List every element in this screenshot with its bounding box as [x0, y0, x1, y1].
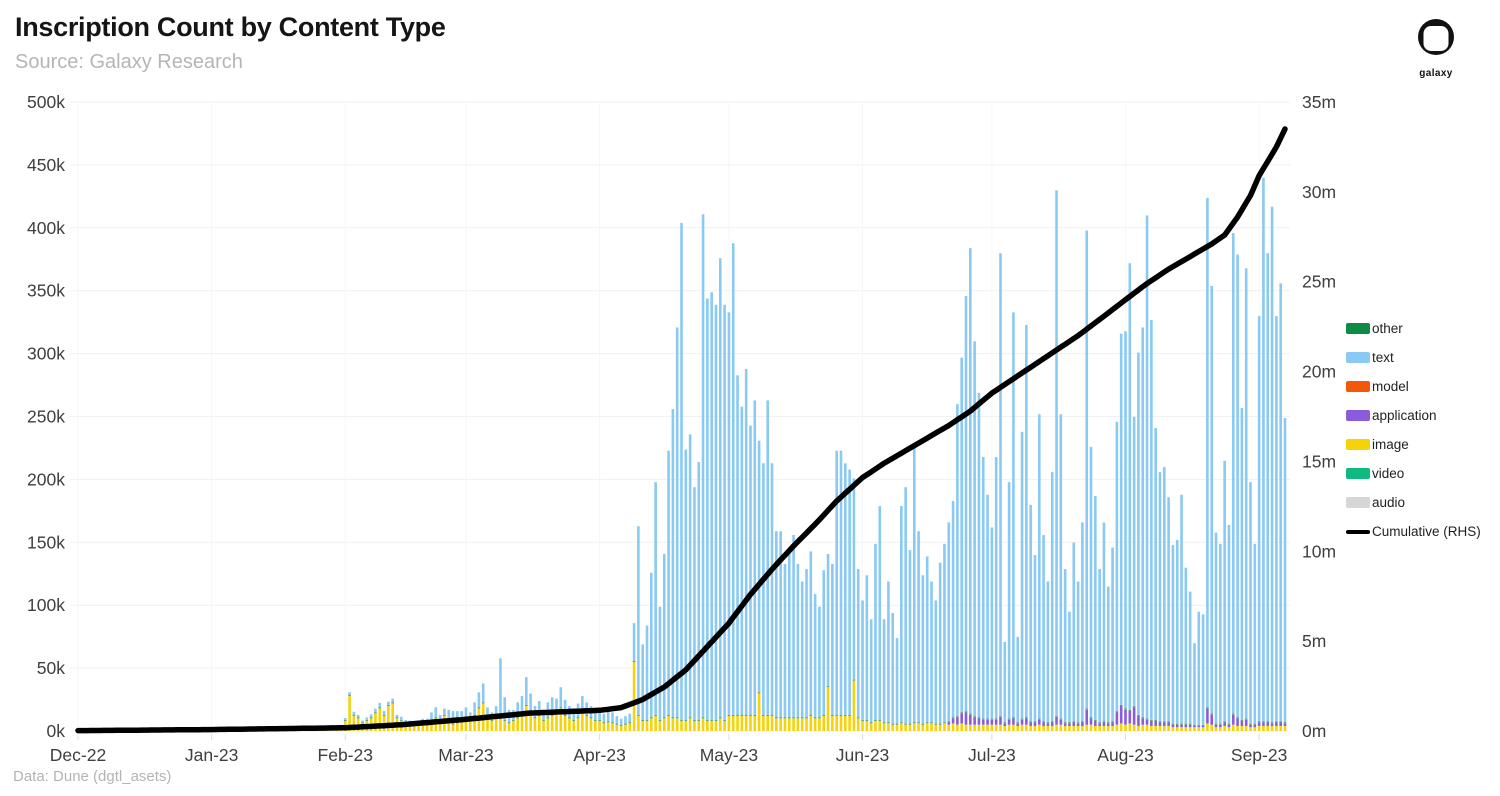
galaxy-logo-icon — [1413, 19, 1459, 64]
legend-item-video: video — [1346, 459, 1481, 488]
galaxy-logo: galaxy — [1410, 16, 1462, 79]
svg-text:450k: 450k — [27, 155, 65, 175]
legend-item-other: other — [1346, 314, 1481, 343]
audio-swatch-icon — [1346, 497, 1370, 508]
svg-text:20m: 20m — [1302, 362, 1336, 382]
chart-legend: other text model application image video audio… — [1346, 314, 1481, 546]
chart-subtitle: Source: Galaxy Research — [15, 51, 243, 73]
svg-text:35m: 35m — [1302, 92, 1336, 112]
legend-label: image — [1372, 437, 1409, 452]
legend-label: application — [1372, 408, 1437, 423]
svg-text:Feb-23: Feb-23 — [318, 745, 373, 765]
svg-text:Jul-23: Jul-23 — [968, 745, 1016, 765]
image-swatch-icon — [1346, 439, 1370, 450]
data-source-note: Data: Dune (dgtl_asets) — [13, 768, 172, 785]
svg-text:150k: 150k — [27, 532, 65, 552]
svg-text:250k: 250k — [27, 407, 65, 427]
application-swatch-icon — [1346, 410, 1370, 421]
svg-text:Aug-23: Aug-23 — [1097, 745, 1153, 765]
legend-label: model — [1372, 379, 1409, 394]
svg-text:Sep-23: Sep-23 — [1231, 745, 1287, 765]
legend-label: audio — [1372, 495, 1406, 510]
svg-text:15m: 15m — [1302, 451, 1336, 471]
svg-text:50k: 50k — [37, 658, 65, 678]
other-swatch-icon — [1346, 323, 1370, 334]
svg-text:Mar-23: Mar-23 — [438, 745, 493, 765]
svg-text:30m: 30m — [1302, 182, 1336, 202]
legend-label: text — [1372, 350, 1394, 365]
svg-text:400k: 400k — [27, 218, 65, 238]
legend-item-image: image — [1346, 430, 1481, 459]
legend-item-cumulative-rhs: Cumulative (RHS) — [1346, 517, 1481, 546]
galaxy-logo-label: galaxy — [1419, 68, 1453, 79]
legend-label: other — [1372, 321, 1403, 336]
svg-text:500k: 500k — [27, 92, 65, 112]
svg-text:25m: 25m — [1302, 272, 1336, 292]
svg-text:5m: 5m — [1302, 631, 1326, 651]
legend-item-model: model — [1346, 372, 1481, 401]
video-swatch-icon — [1346, 468, 1370, 479]
legend-label: Cumulative (RHS) — [1372, 524, 1481, 539]
model-swatch-icon — [1346, 381, 1370, 392]
svg-text:10m: 10m — [1302, 541, 1336, 561]
svg-text:100k: 100k — [27, 595, 65, 615]
svg-text:Dec-22: Dec-22 — [50, 745, 106, 765]
svg-text:200k: 200k — [27, 469, 65, 489]
svg-text:Apr-23: Apr-23 — [573, 745, 626, 765]
svg-text:0k: 0k — [47, 721, 66, 741]
legend-item-application: application — [1346, 401, 1481, 430]
text-swatch-icon — [1346, 352, 1370, 363]
legend-item-text: text — [1346, 343, 1481, 372]
legend-label: video — [1372, 466, 1405, 481]
svg-text:0m: 0m — [1302, 721, 1326, 741]
svg-text:Jan-23: Jan-23 — [185, 745, 239, 765]
svg-text:350k: 350k — [27, 281, 65, 301]
svg-text:300k: 300k — [27, 344, 65, 364]
chart-title: Inscription Count by Content Type — [15, 12, 446, 42]
legend-item-audio: audio — [1346, 488, 1481, 517]
svg-text:Jun-23: Jun-23 — [836, 745, 890, 765]
cumulative-rhs-swatch-icon — [1346, 529, 1370, 534]
svg-text:May-23: May-23 — [700, 745, 758, 765]
